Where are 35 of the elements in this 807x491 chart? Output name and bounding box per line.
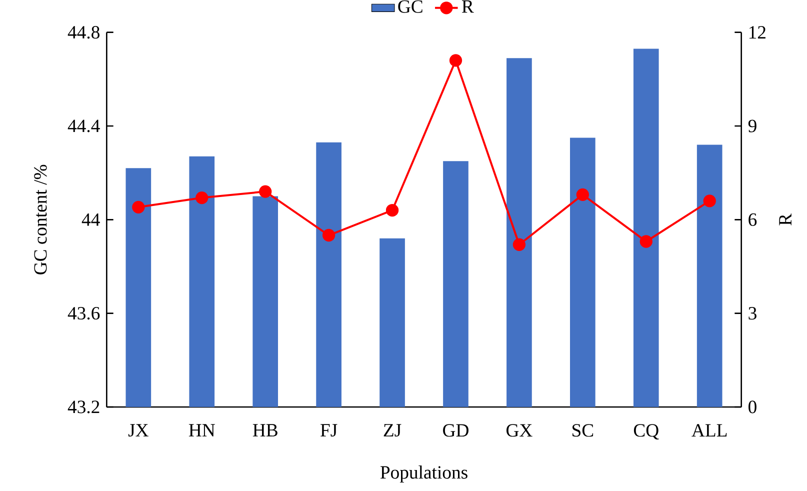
x-axis-title: Populations xyxy=(380,466,468,482)
y-tick-label: 44.4 xyxy=(68,120,100,132)
x-tick-label: SC xyxy=(572,424,594,437)
point xyxy=(449,54,462,67)
y-tick-label: 43.2 xyxy=(68,400,100,414)
y2-tick-label: 0 xyxy=(748,400,756,414)
x-tick-label: ALL xyxy=(692,424,727,436)
legend-label: GC xyxy=(398,0,422,13)
y2-tick-label: 12 xyxy=(749,26,766,39)
y-tick-label: 44 xyxy=(82,214,100,226)
y-tick-label: 44.8 xyxy=(68,26,100,39)
x-tick-label: HB xyxy=(252,424,278,436)
point xyxy=(132,200,145,214)
y2-tick-label: 3 xyxy=(748,307,756,320)
point xyxy=(703,194,716,208)
x-tick-label: ZJ xyxy=(384,424,402,437)
legend-label: R xyxy=(462,0,474,13)
y2-axis-title: R xyxy=(779,213,792,226)
y2-tick-label: 9 xyxy=(748,120,756,132)
point xyxy=(259,185,272,198)
point xyxy=(576,188,589,202)
y-tick-label: 43.6 xyxy=(68,307,100,320)
x-tick-label: FJ xyxy=(320,424,338,437)
x-tick-label: CQ xyxy=(634,424,659,440)
x-tick-label: JX xyxy=(128,424,148,437)
x-tick-label: GD xyxy=(443,424,468,437)
x-tick-label: HN xyxy=(188,424,215,436)
point xyxy=(640,235,652,248)
point xyxy=(322,228,336,242)
point xyxy=(512,238,526,251)
y2-tick-label: 6 xyxy=(748,213,757,226)
point xyxy=(386,204,399,217)
y-axis-title: GC content /% xyxy=(34,164,47,274)
point xyxy=(196,191,208,204)
x-tick-label: GX xyxy=(506,424,532,437)
